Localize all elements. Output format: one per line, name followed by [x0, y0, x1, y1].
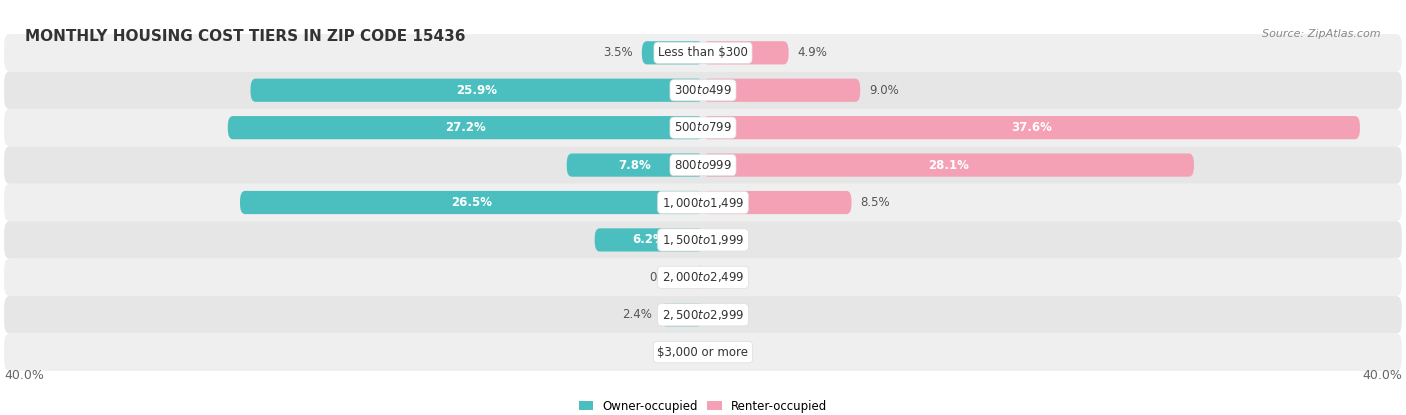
- Text: $3,000 or more: $3,000 or more: [658, 346, 748, 359]
- Text: Source: ZipAtlas.com: Source: ZipAtlas.com: [1263, 29, 1381, 39]
- FancyBboxPatch shape: [661, 303, 703, 326]
- Text: $1,500 to $1,999: $1,500 to $1,999: [662, 233, 744, 247]
- FancyBboxPatch shape: [703, 116, 1360, 139]
- Text: Less than $300: Less than $300: [658, 46, 748, 59]
- Legend: Owner-occupied, Renter-occupied: Owner-occupied, Renter-occupied: [574, 395, 832, 415]
- Text: 3.5%: 3.5%: [603, 46, 633, 59]
- Text: MONTHLY HOUSING COST TIERS IN ZIP CODE 15436: MONTHLY HOUSING COST TIERS IN ZIP CODE 1…: [25, 29, 465, 44]
- Text: $500 to $799: $500 to $799: [673, 121, 733, 134]
- FancyBboxPatch shape: [4, 71, 1402, 109]
- Text: 6.2%: 6.2%: [633, 233, 665, 247]
- FancyBboxPatch shape: [703, 154, 1194, 177]
- FancyBboxPatch shape: [696, 266, 703, 289]
- Text: 4.9%: 4.9%: [797, 46, 827, 59]
- FancyBboxPatch shape: [4, 259, 1402, 296]
- FancyBboxPatch shape: [4, 334, 1402, 371]
- Text: $800 to $999: $800 to $999: [673, 159, 733, 171]
- Text: 27.2%: 27.2%: [446, 121, 485, 134]
- Text: 7.8%: 7.8%: [619, 159, 651, 171]
- FancyBboxPatch shape: [703, 78, 860, 102]
- FancyBboxPatch shape: [595, 228, 703, 251]
- Text: 40.0%: 40.0%: [4, 369, 44, 382]
- Text: 37.6%: 37.6%: [1011, 121, 1052, 134]
- FancyBboxPatch shape: [4, 296, 1402, 334]
- FancyBboxPatch shape: [250, 78, 703, 102]
- FancyBboxPatch shape: [4, 184, 1402, 221]
- Text: 25.9%: 25.9%: [457, 84, 498, 97]
- Text: $2,500 to $2,999: $2,500 to $2,999: [662, 308, 744, 322]
- FancyBboxPatch shape: [643, 41, 703, 64]
- Text: 28.1%: 28.1%: [928, 159, 969, 171]
- Text: 8.5%: 8.5%: [860, 196, 890, 209]
- Text: 9.0%: 9.0%: [869, 84, 898, 97]
- FancyBboxPatch shape: [4, 109, 1402, 146]
- FancyBboxPatch shape: [4, 34, 1402, 71]
- FancyBboxPatch shape: [703, 191, 852, 214]
- Text: 40.0%: 40.0%: [1362, 369, 1402, 382]
- FancyBboxPatch shape: [240, 191, 703, 214]
- Text: 0.42%: 0.42%: [650, 271, 688, 284]
- FancyBboxPatch shape: [4, 221, 1402, 259]
- FancyBboxPatch shape: [228, 116, 703, 139]
- Text: 2.4%: 2.4%: [623, 308, 652, 321]
- FancyBboxPatch shape: [4, 146, 1402, 184]
- Text: 26.5%: 26.5%: [451, 196, 492, 209]
- Text: $1,000 to $1,499: $1,000 to $1,499: [662, 195, 744, 210]
- Text: $300 to $499: $300 to $499: [673, 84, 733, 97]
- FancyBboxPatch shape: [703, 41, 789, 64]
- Text: $2,000 to $2,499: $2,000 to $2,499: [662, 270, 744, 284]
- FancyBboxPatch shape: [567, 154, 703, 177]
